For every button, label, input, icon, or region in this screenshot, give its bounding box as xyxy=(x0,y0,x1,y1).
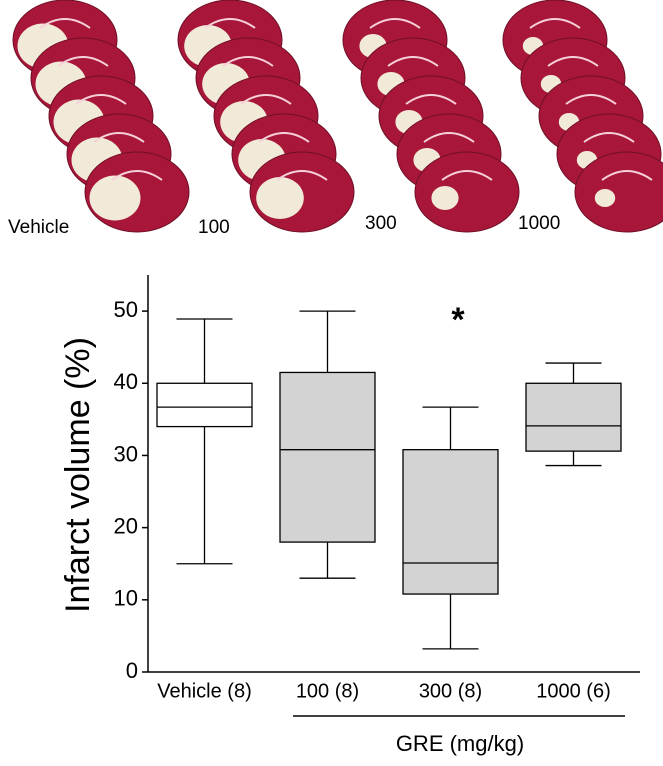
x-tick-label: 100 (8) xyxy=(296,680,359,702)
significance-mark: * xyxy=(451,301,465,339)
x-tick-label: 1000 (6) xyxy=(536,680,611,702)
slice-detail xyxy=(601,170,653,181)
group-label: GRE (mg/kg) xyxy=(396,731,524,756)
slice-detail xyxy=(547,56,599,67)
box xyxy=(525,382,622,452)
slice-detail xyxy=(276,170,328,181)
slice-detail xyxy=(222,56,274,67)
y-tick-label: 50 xyxy=(114,297,138,322)
y-tick-label: 10 xyxy=(114,586,138,611)
slice-detail xyxy=(405,94,457,105)
y-axis-label: Infarct volume (%) xyxy=(59,337,97,613)
slice-detail xyxy=(583,132,635,143)
box xyxy=(279,371,376,543)
slice-detail xyxy=(387,56,439,67)
slice-detail xyxy=(111,170,163,181)
x-tick-label: 300 (8) xyxy=(419,680,482,702)
infarct xyxy=(256,177,304,219)
slice-detail xyxy=(240,94,292,105)
infarct xyxy=(431,186,459,210)
infarct xyxy=(594,189,616,207)
slice-detail xyxy=(565,94,617,105)
slice-detail xyxy=(93,132,145,143)
slice-detail xyxy=(39,18,91,29)
slice-detail xyxy=(204,18,256,29)
image-label: 1000 xyxy=(518,213,560,234)
box-chart: Infarct volume (%) * GRE (mg/kg) 0 10 20 30… xyxy=(59,275,640,756)
slice-detail xyxy=(423,132,475,143)
slice-detail xyxy=(369,18,421,29)
y-tick-label: 0 xyxy=(126,658,138,683)
slice-detail xyxy=(258,132,310,143)
infarct xyxy=(89,175,141,221)
y-tick-label: 20 xyxy=(114,513,138,538)
x-tick-label: Vehicle (8) xyxy=(157,680,252,702)
y-tick-label: 40 xyxy=(114,369,138,394)
slice-detail xyxy=(441,170,493,181)
image-label: Vehicle xyxy=(8,217,69,238)
brain-slices xyxy=(12,0,663,233)
slice-detail xyxy=(529,18,581,29)
slice-detail xyxy=(57,56,109,67)
image-label: 100 xyxy=(198,217,230,238)
box xyxy=(156,382,253,428)
box xyxy=(402,449,499,595)
slice-detail xyxy=(75,94,127,105)
image-label: 300 xyxy=(365,213,397,234)
y-tick-label: 30 xyxy=(114,441,138,466)
slice xyxy=(414,151,520,233)
slice xyxy=(574,151,663,233)
